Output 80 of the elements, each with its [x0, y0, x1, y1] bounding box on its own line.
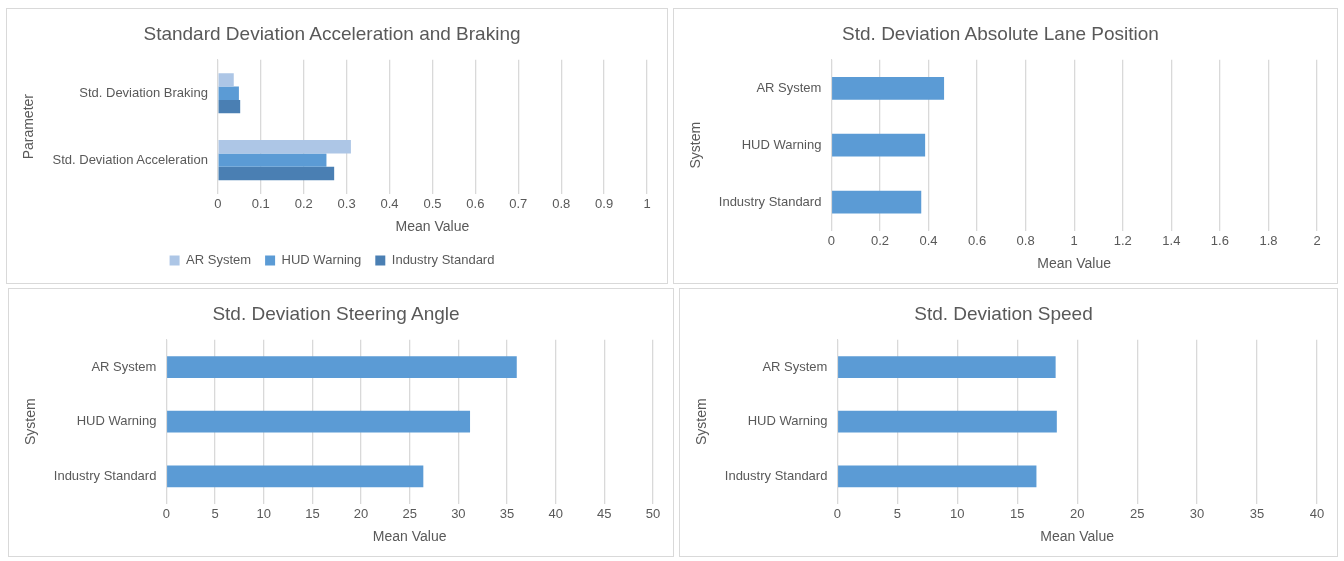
x-tick-label: 5	[893, 505, 901, 521]
x-tick-label: 0.4	[919, 232, 938, 248]
x-tick-label: 0.6	[466, 195, 485, 211]
x-tick-label: 0.8	[1016, 232, 1035, 248]
x-tick-label: 30	[1189, 505, 1205, 521]
bar	[218, 140, 351, 154]
y-tick-label: Industry Standard	[718, 193, 822, 209]
x-axis-title: Mean Value	[1040, 528, 1115, 545]
x-tick-label: 0	[827, 232, 836, 248]
x-tick-label: 10	[256, 505, 271, 521]
bar	[167, 356, 517, 379]
x-tick-label: 15	[1010, 505, 1025, 521]
x-tick-label: 10	[950, 505, 965, 521]
x-tick-label: 35	[499, 505, 515, 521]
x-tick-label: 0	[833, 505, 842, 521]
x-tick-label: 0.1	[251, 195, 270, 211]
x-tick-label: 30	[451, 505, 466, 521]
x-tick-label: 0.2	[294, 195, 313, 211]
x-tick-label: 1	[1070, 232, 1078, 248]
x-tick-label: 20	[353, 505, 369, 521]
bar	[832, 76, 945, 100]
y-tick-label: AR System	[91, 358, 157, 374]
bar	[832, 190, 922, 214]
y-axis-title: System	[22, 398, 39, 446]
y-tick-label: Industry Standard	[724, 467, 828, 483]
x-axis-title: Mean Value	[395, 218, 470, 235]
y-tick-label: HUD Warning	[76, 413, 157, 429]
legend-label: HUD Warning	[281, 252, 362, 268]
x-tick-label: 0.6	[968, 232, 987, 248]
bar	[167, 465, 424, 488]
x-tick-label: 45	[597, 505, 612, 521]
bar	[218, 153, 327, 167]
y-tick-label: Std. Deviation Acceleration	[52, 151, 208, 167]
x-tick-label: 0.3	[337, 195, 356, 211]
x-tick-label: 0	[162, 505, 171, 521]
x-tick-label: 0.8	[552, 195, 571, 211]
x-tick-label: 0.7	[509, 195, 528, 211]
x-tick-label: 20	[1069, 505, 1085, 521]
x-tick-label: 15	[305, 505, 320, 521]
chart-title: Std. Deviation Absolute Lane Position	[842, 22, 1159, 44]
x-tick-label: 0.9	[595, 195, 614, 211]
x-tick-label: 40	[1309, 505, 1325, 521]
bar	[218, 166, 335, 181]
x-tick-label: 1.6	[1210, 232, 1229, 248]
x-tick-label: 1.2	[1113, 232, 1132, 248]
x-tick-label: 0.2	[870, 232, 890, 248]
x-tick-label: 5	[211, 505, 219, 521]
x-tick-label: 0.4	[380, 195, 399, 211]
y-tick-label: Industry Standard	[53, 467, 157, 483]
y-tick-label: HUD Warning	[741, 136, 822, 152]
y-tick-label: Std. Deviation Braking	[79, 84, 208, 100]
bar	[167, 410, 471, 433]
legend-label: Industry Standard	[391, 252, 495, 268]
x-axis-title: Mean Value	[372, 528, 447, 545]
x-tick-label: 2	[1313, 232, 1321, 248]
y-axis-title: System	[693, 398, 710, 446]
y-tick-label: AR System	[756, 79, 822, 95]
chart-title: Std. Deviation Speed	[914, 302, 1093, 324]
x-tick-label: 1.4	[1162, 232, 1181, 248]
legend-label: AR System	[186, 252, 252, 268]
y-axis-title: System	[687, 121, 704, 169]
x-tick-label: 0	[214, 195, 222, 211]
x-axis-title: Mean Value	[1037, 255, 1112, 272]
y-tick-label: AR System	[762, 358, 828, 374]
bar	[832, 133, 926, 157]
x-tick-label: 50	[645, 505, 661, 521]
y-axis-title: Parameter	[20, 93, 37, 160]
bar	[218, 99, 241, 114]
x-tick-label: 0.5	[423, 195, 442, 211]
bar	[218, 86, 239, 100]
chart-title: Std. Deviation Steering Angle	[212, 302, 460, 324]
x-tick-label: 25	[402, 505, 417, 521]
x-tick-label: 35	[1249, 505, 1265, 521]
x-tick-label: 1	[643, 195, 651, 211]
chart-title: Standard Deviation Acceleration and Braking	[143, 22, 521, 44]
x-tick-label: 40	[548, 505, 563, 521]
y-tick-label: HUD Warning	[747, 413, 828, 429]
x-tick-label: 25	[1129, 505, 1145, 521]
bar	[218, 73, 234, 87]
x-tick-label: 1.8	[1259, 232, 1278, 248]
